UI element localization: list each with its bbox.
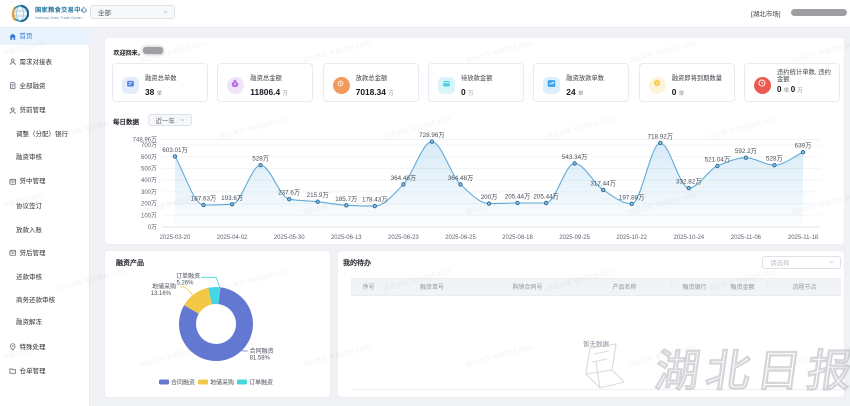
svg-text:193.6万: 193.6万 [221,194,243,202]
svg-text:2025-11-06: 2025-11-06 [731,235,762,241]
svg-text:543.34万: 543.34万 [562,153,588,161]
svg-text:地储采购: 地储采购 [210,379,234,387]
svg-text:500万: 500万 [141,166,157,173]
svg-text:197.88万: 197.88万 [619,193,645,201]
svg-text:237.6万: 237.6万 [278,189,300,197]
svg-text:521.04万: 521.04万 [705,156,731,164]
svg-text:2025-03-20: 2025-03-20 [160,235,191,241]
svg-text:100万: 100万 [141,212,157,219]
svg-text:603.01万: 603.01万 [162,146,188,154]
svg-text:81.58%: 81.58% [250,356,271,362]
svg-text:728.96万: 728.96万 [419,131,445,139]
svg-text:2025-06-13: 2025-06-13 [331,235,362,241]
svg-text:528万: 528万 [252,155,269,163]
svg-text:300万: 300万 [141,189,157,196]
svg-text:200万: 200万 [141,201,157,208]
svg-text:187.63万: 187.63万 [191,195,217,203]
svg-text:订单融资: 订单融资 [176,272,200,280]
svg-text:185.7万: 185.7万 [335,195,357,203]
svg-text:合同融资: 合同融资 [250,347,274,355]
svg-text:2025-04-02: 2025-04-02 [217,235,248,241]
svg-text:13.16%: 13.16% [151,291,172,297]
svg-text:178.43万: 178.43万 [362,196,388,204]
svg-text:订单融资: 订单融资 [249,379,273,387]
svg-text:0万: 0万 [148,224,157,231]
svg-text:2025-08-18: 2025-08-18 [502,235,533,241]
svg-text:205.44万: 205.44万 [505,193,531,201]
svg-text:2025-11-18: 2025-11-18 [788,235,819,241]
svg-text:2025-06-23: 2025-06-23 [388,235,419,241]
svg-text:2025-09-25: 2025-09-25 [559,235,590,241]
svg-text:748.96万: 748.96万 [133,136,157,143]
svg-text:400万: 400万 [141,177,157,184]
svg-text:600万: 600万 [141,154,157,161]
svg-text:205.44万: 205.44万 [533,193,559,201]
svg-text:2025-06-25: 2025-06-25 [445,235,476,241]
svg-text:2025-10-24: 2025-10-24 [673,235,704,241]
svg-text:364.48万: 364.48万 [391,174,417,182]
svg-text:332.82万: 332.82万 [676,178,702,186]
svg-text:湖北日报: 湖北日报 [652,347,850,396]
svg-text:地储采购: 地储采购 [152,282,176,290]
svg-text:5.26%: 5.26% [177,281,195,287]
svg-text:317.44万: 317.44万 [590,179,616,187]
svg-text:592.2万: 592.2万 [735,147,757,155]
svg-text:528万: 528万 [766,155,783,163]
svg-text:700万: 700万 [141,142,157,149]
svg-text:215.9万: 215.9万 [307,191,329,199]
svg-text:718.92万: 718.92万 [648,132,674,140]
svg-text:200万: 200万 [481,193,498,201]
svg-text:2025-05-30: 2025-05-30 [274,235,305,241]
svg-text:2025-10-22: 2025-10-22 [616,235,647,241]
svg-text:合同融资: 合同融资 [171,379,195,387]
svg-text:364.48万: 364.48万 [448,174,474,182]
svg-text:639万: 639万 [795,142,812,150]
